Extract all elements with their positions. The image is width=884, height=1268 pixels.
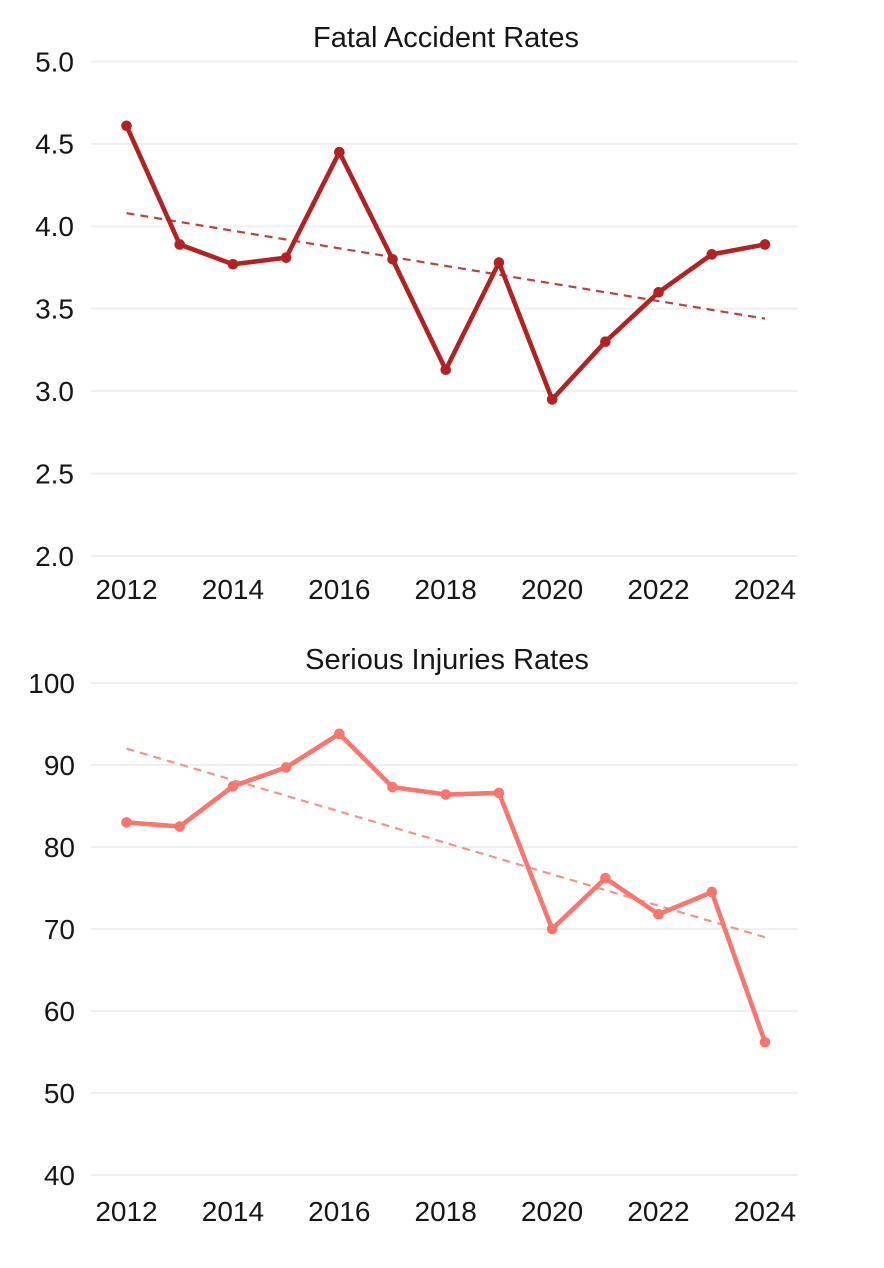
x-tick-label: 2018 — [415, 574, 477, 605]
data-point-marker — [493, 787, 505, 799]
data-point-marker — [387, 253, 398, 265]
y-tick-label: 2.5 — [35, 458, 74, 489]
y-tick-label: 3.0 — [35, 376, 74, 407]
data-point-marker — [280, 252, 292, 263]
data-point-marker — [706, 249, 718, 260]
data-point-marker — [546, 394, 558, 405]
y-tick-label: 4.0 — [35, 211, 74, 242]
data-line — [124, 731, 768, 1045]
data-point-marker — [121, 817, 132, 828]
data-point-marker — [227, 781, 239, 792]
series-layer — [121, 120, 771, 405]
gridline-layer — [91, 682, 798, 1176]
y-tick-label: 80 — [44, 832, 75, 863]
y-tick-label: 2.0 — [35, 541, 74, 572]
x-tick-label: 2016 — [308, 574, 370, 605]
data-point-marker — [653, 908, 664, 920]
y-tick-label: 5.0 — [35, 46, 74, 77]
y-axis-tick-labels: 5.0 4.5 4.0 3.5 3.0 2.5 2.0 — [35, 46, 74, 572]
y-tick-label: 50 — [44, 1078, 75, 1109]
y-tick-label: 70 — [44, 914, 75, 945]
data-point-marker — [493, 257, 505, 268]
trend-line — [126, 212, 766, 320]
data-point-marker — [387, 781, 398, 793]
data-point-marker — [174, 239, 186, 250]
data-point-marker — [546, 923, 558, 935]
gridline-layer — [91, 60, 798, 557]
x-tick-label: 2014 — [202, 1196, 264, 1227]
y-tick-label: 3.5 — [35, 294, 74, 325]
data-point-marker — [227, 258, 239, 270]
serious-injuries-rates-chart: Serious Injuries Rates 100 90 80 70 60 5… — [0, 634, 884, 1268]
y-tick-label: 4.5 — [35, 129, 74, 160]
data-point-marker — [334, 728, 345, 740]
x-tick-label: 2024 — [734, 574, 796, 605]
x-tick-label: 2012 — [95, 574, 157, 605]
fatal-accident-rates-plot: Fatal Accident Rates 5.0 4.5 4.0 3.5 3.0… — [35, 22, 798, 605]
data-point-marker — [440, 364, 452, 376]
x-tick-label: 2020 — [521, 574, 583, 605]
data-point-marker — [653, 286, 664, 298]
serious-injuries-rates-plot: Serious Injuries Rates 100 90 80 70 60 5… — [28, 644, 798, 1227]
x-tick-label: 2022 — [627, 1196, 689, 1227]
series-layer — [121, 728, 771, 1048]
y-tick-label: 100 — [28, 668, 75, 699]
data-point-marker — [600, 336, 611, 348]
chart-title: Serious Injuries Rates — [305, 644, 589, 676]
data-point-marker — [600, 872, 611, 884]
data-point-marker — [759, 239, 771, 250]
data-point-marker — [334, 146, 345, 158]
data-point-marker — [121, 120, 132, 132]
y-tick-label: 40 — [44, 1160, 75, 1191]
y-tick-label: 60 — [44, 996, 75, 1027]
x-tick-label: 2014 — [202, 574, 264, 605]
data-point-marker — [440, 789, 452, 800]
x-axis-tick-labels: 2012 2014 2016 2018 2020 2022 2024 — [95, 1196, 796, 1227]
data-line — [124, 123, 768, 402]
x-tick-label: 2018 — [415, 1196, 477, 1227]
data-point-marker — [174, 821, 186, 832]
y-tick-label: 90 — [44, 750, 75, 781]
x-axis-tick-labels: 2012 2014 2016 2018 2020 2022 2024 — [95, 574, 796, 605]
x-tick-label: 2024 — [734, 1196, 796, 1227]
chart-title: Fatal Accident Rates — [313, 22, 579, 54]
x-tick-label: 2020 — [521, 1196, 583, 1227]
x-tick-label: 2012 — [95, 1196, 157, 1227]
fatal-accident-rates-chart: Fatal Accident Rates 5.0 4.5 4.0 3.5 3.0… — [35, 22, 798, 605]
data-point-marker — [706, 886, 718, 898]
x-tick-label: 2022 — [627, 574, 689, 605]
x-tick-label: 2016 — [308, 1196, 370, 1227]
y-axis-tick-labels: 100 90 80 70 60 50 40 — [28, 668, 75, 1191]
data-point-marker — [759, 1036, 771, 1048]
data-point-marker — [280, 762, 292, 773]
